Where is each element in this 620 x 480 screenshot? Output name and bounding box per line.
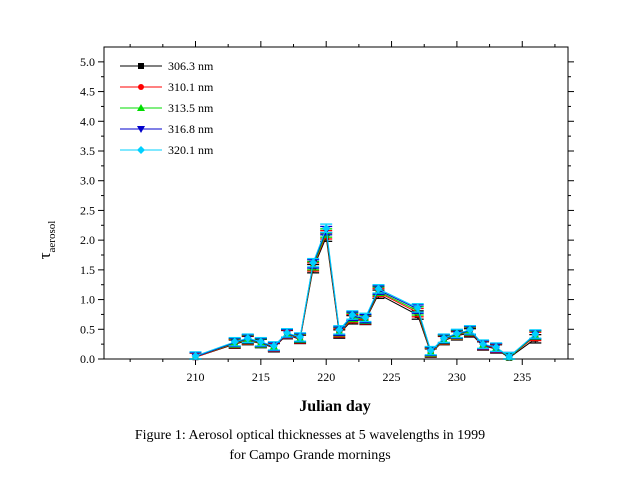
data-point [492,343,501,352]
axes: 0.0 0.5 1.0 1.5 2.0 2.5 3.0 3.5 4.0 4.5 5.0 210 215 2… [80,41,574,384]
x-tick-label: 225 [383,370,401,384]
data-point [413,303,422,312]
y-tick-label: 4.5 [80,85,95,99]
legend-entry-3: 316.8 nm [120,122,214,136]
y-tick-label: 2.0 [80,233,95,247]
figure-caption: Figure 1: Aerosol optical thicknesses at… [0,426,620,466]
y-tick-label: 3.5 [80,144,95,158]
data-point [452,329,461,338]
y-axis-label-main: τ [35,252,54,259]
caption-line-2: for Campo Grande mornings [229,448,391,463]
y-tick-label: 0.0 [80,352,95,366]
series-layer [189,223,542,361]
legend-marker [137,104,145,111]
series-line [195,235,536,359]
legend-entry-0: 306.3 nm [120,59,214,73]
y-axis-label-sub: aerosol [46,221,58,253]
legend-entry-1: 310.1 nm [120,80,214,94]
legend-label: 316.8 nm [168,122,214,136]
data-point [191,352,200,361]
aerosol-chart: 0.0 0.5 1.0 1.5 2.0 2.5 3.0 3.5 4.0 4.5 5.0 210 215 2… [35,41,574,415]
data-point [256,337,265,346]
legend: 306.3 nm 310.1 nm 313.5 nm 316.8 nm 320.1 nm [120,59,214,157]
legend-entry-4: 320.1 nm [120,143,214,157]
data-point [309,258,318,267]
x-tick-label: 215 [252,370,270,384]
legend-label: 313.5 nm [168,101,214,115]
legend-label: 320.1 nm [168,143,214,157]
data-point [479,340,488,349]
data-point [505,352,514,361]
series-line [195,228,536,358]
y-tick-label: 5.0 [80,55,95,69]
data-point [282,328,291,337]
data-point [269,341,278,350]
legend-label: 310.1 nm [168,80,214,94]
x-tick-label: 210 [186,370,204,384]
x-axis-label: Julian day [299,398,371,415]
legend-marker [138,84,144,90]
caption-line-1: Figure 1: Aerosol optical thicknesses at… [134,428,486,443]
x-tick-label: 220 [317,370,335,384]
y-tick-label: 4.0 [80,114,95,128]
data-point [230,337,239,346]
data-point [531,330,540,339]
y-tick-label: 1.0 [80,293,95,307]
legend-label: 306.3 nm [168,59,214,73]
y-axis-label: τaerosol [35,221,58,260]
data-point [426,346,435,355]
data-point [465,325,474,334]
legend-entry-2: 313.5 nm [120,101,214,115]
data-point [322,224,331,233]
legend-marker [137,126,145,133]
y-tick-label: 2.5 [80,203,95,217]
legend-marker [137,146,145,154]
y-tick-label: 0.5 [80,322,95,336]
data-point [296,333,305,342]
x-tick-label: 235 [513,370,531,384]
data-point [374,284,383,293]
series-4 [189,223,542,361]
data-point [335,325,344,334]
data-point [439,334,448,343]
data-point [348,311,357,320]
data-point [361,313,370,322]
plot-frame [103,46,569,360]
y-tick-label: 1.5 [80,263,95,277]
legend-marker [138,63,144,69]
data-point [243,334,252,343]
y-tick-label: 3.0 [80,174,95,188]
x-tick-label: 230 [448,370,466,384]
